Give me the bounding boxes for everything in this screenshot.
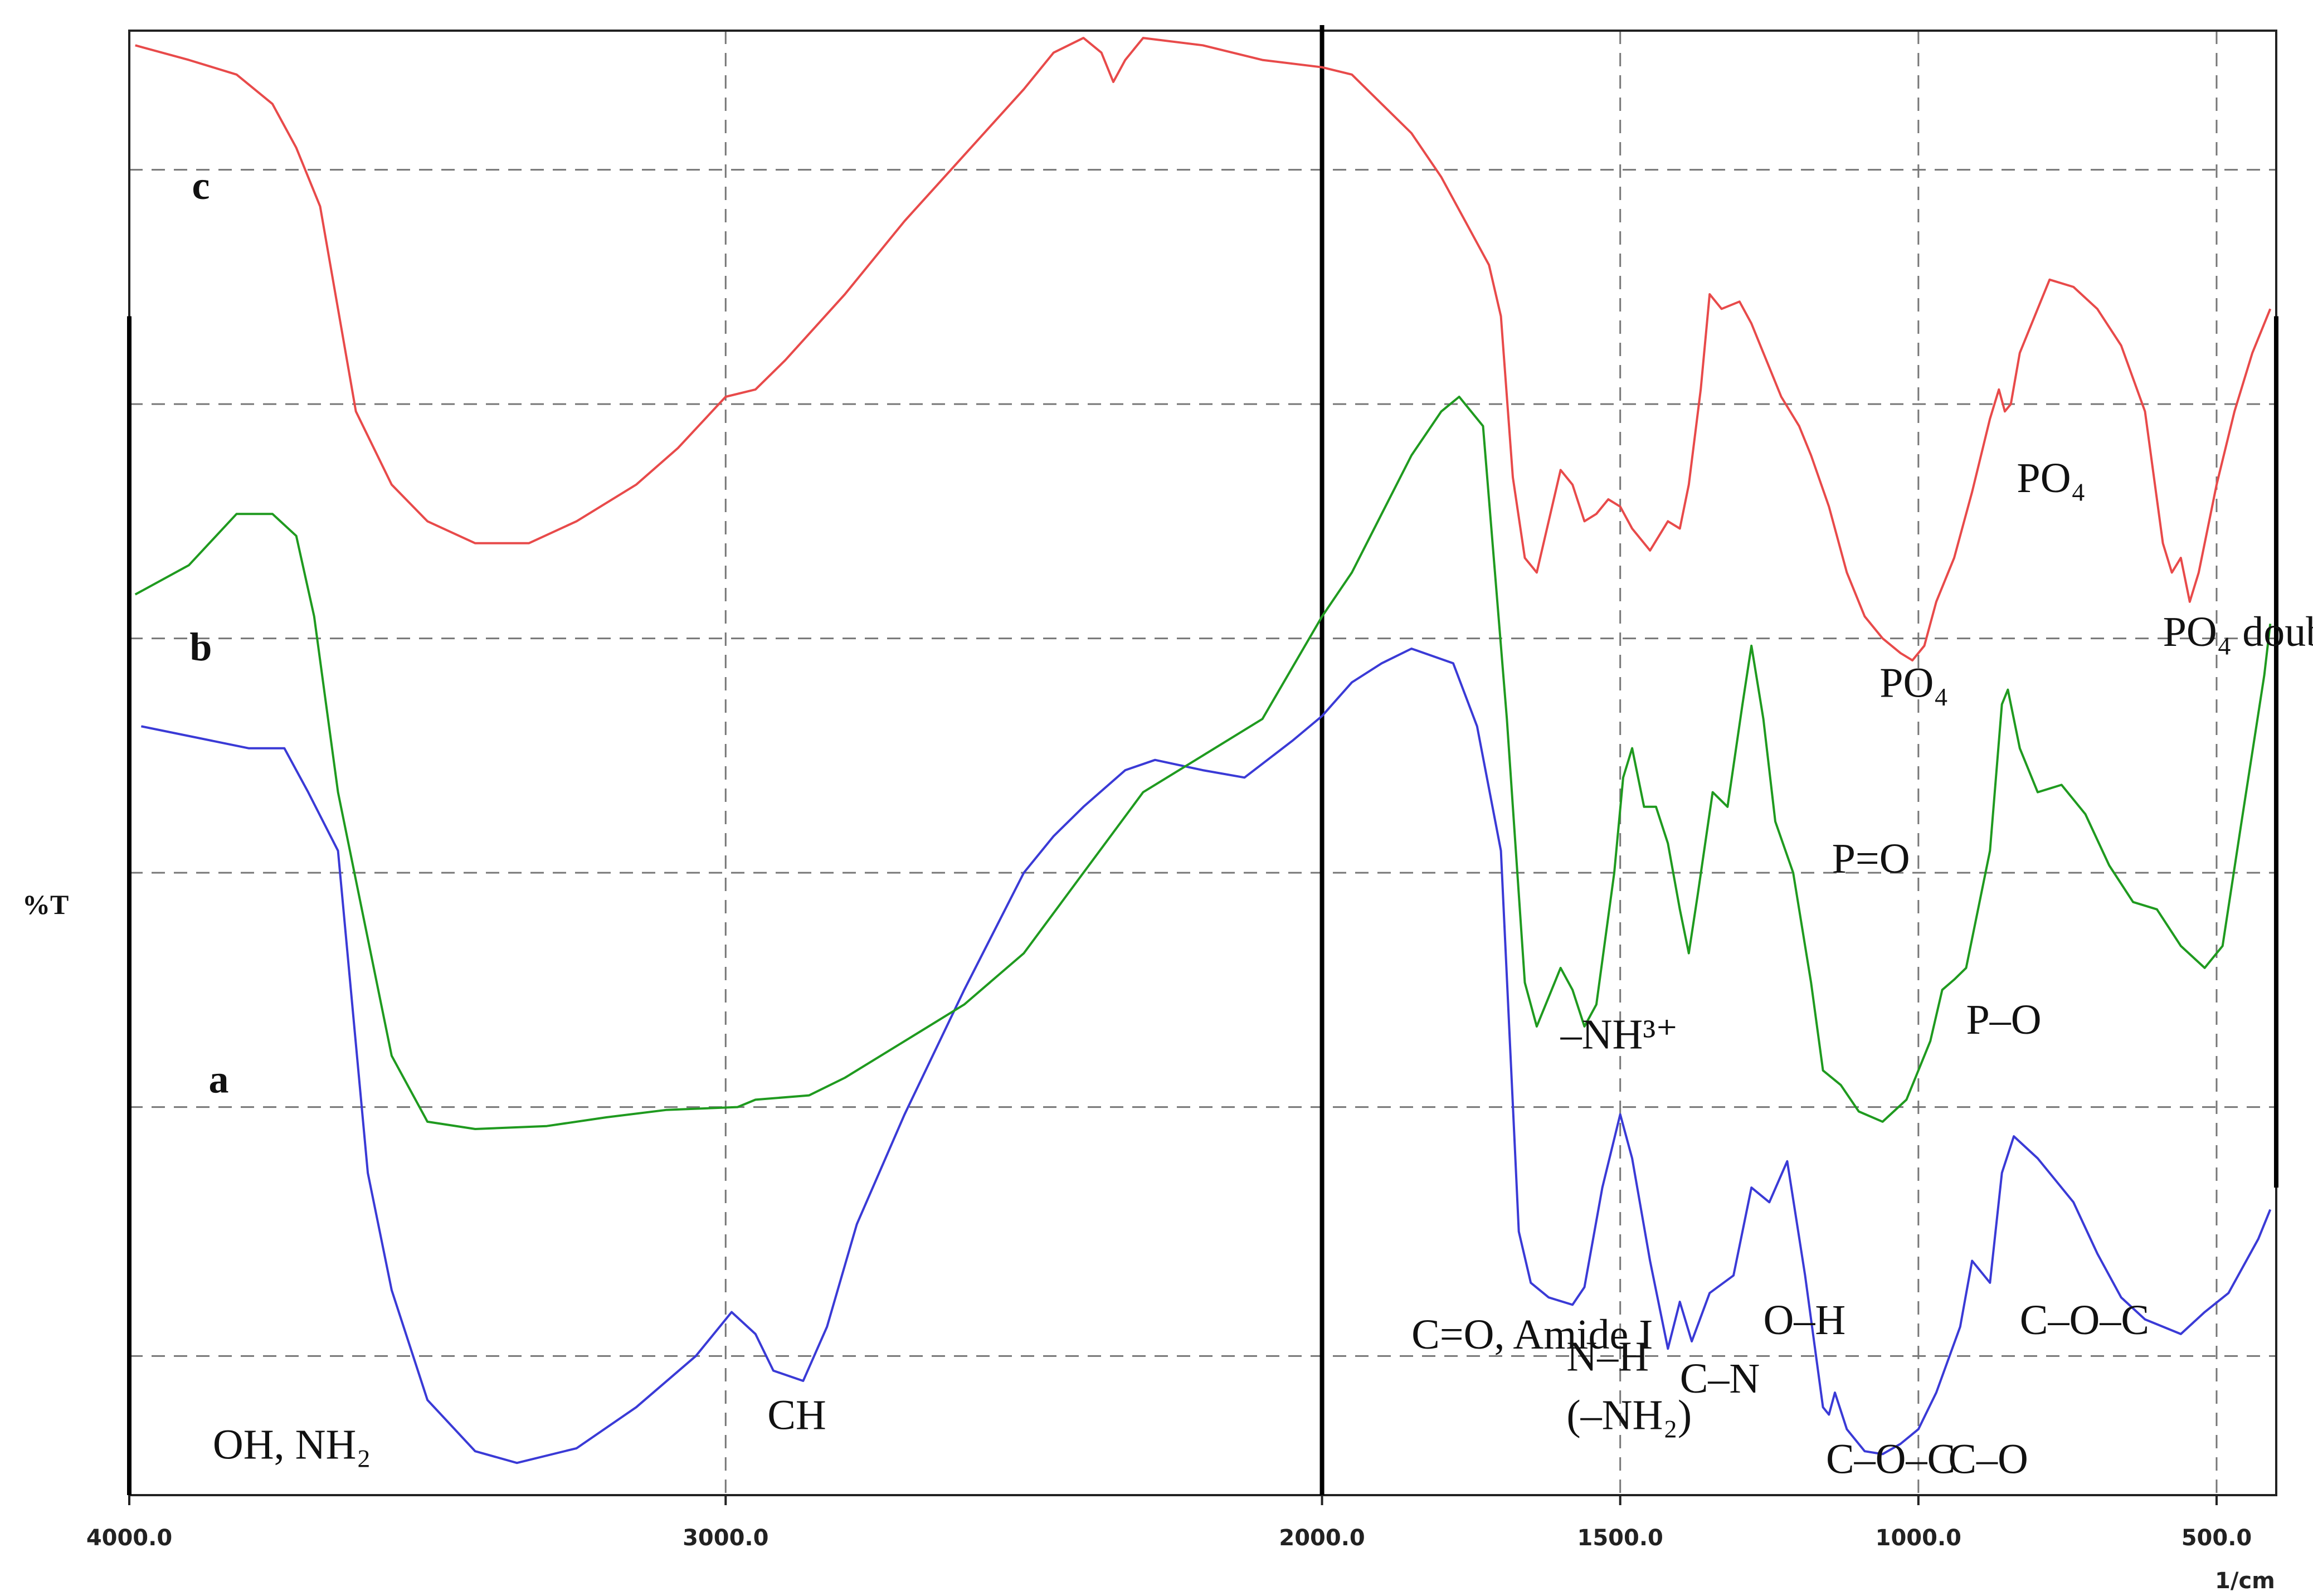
series-label-c: c — [192, 163, 210, 208]
series-label-b: b — [189, 625, 212, 669]
annotation-8: C–O — [1948, 1436, 2028, 1483]
series-group — [134, 37, 2272, 1464]
annotation-0: OH, NH₂ — [213, 1421, 371, 1468]
series-c-line — [135, 37, 2272, 661]
annotation-2: C=O, Amide I — [1411, 1311, 1653, 1358]
annotation-4: (–NH₂) — [1566, 1392, 1692, 1439]
x-tick-label-4000: 4000.0 — [86, 1525, 172, 1551]
series-label-a: a — [209, 1057, 229, 1101]
x-tick-label-500: 500.0 — [2181, 1525, 2252, 1551]
plot-frame — [127, 25, 2278, 1496]
annotation-15: PO₄ doublet — [2163, 609, 2313, 655]
annotation-3: N–H — [1566, 1334, 1649, 1380]
grid — [129, 31, 2276, 1495]
plot-border — [128, 30, 2277, 1496]
series-labels: c b a — [189, 163, 228, 1101]
x-tick-label-1000: 1000.0 — [1876, 1525, 1961, 1551]
annotation-1: CH — [767, 1392, 826, 1439]
annotation-6: O–H — [1764, 1297, 1846, 1344]
series-b-line — [134, 396, 2272, 1130]
annotation-5: C–N — [1680, 1355, 1760, 1402]
x-axis-ticks: 4000.0 3000.0 2000.0 1500.0 1000.0 500.0 — [86, 1495, 2252, 1551]
x-tick-label-3000: 3000.0 — [683, 1525, 768, 1551]
annotation-11: P=O — [1832, 835, 1910, 882]
annotation-10: –NH³⁺ — [1560, 1011, 1678, 1058]
y-axis-label: %T — [22, 889, 69, 920]
annotation-9: C–O–C — [2020, 1297, 2149, 1344]
x-axis-label: 1/cm — [2215, 1568, 2275, 1594]
x-tick-label-1500: 1500.0 — [1577, 1525, 1663, 1551]
annotation-14: PO₄ — [2017, 455, 2086, 502]
x-tick-label-2000: 2000.0 — [1279, 1525, 1365, 1551]
series-a-line — [140, 648, 2272, 1464]
annotation-12: P–O — [1966, 996, 2041, 1043]
annotation-7: C–O–C — [1826, 1436, 1955, 1483]
annotation-13: PO₄ — [1879, 660, 1949, 707]
